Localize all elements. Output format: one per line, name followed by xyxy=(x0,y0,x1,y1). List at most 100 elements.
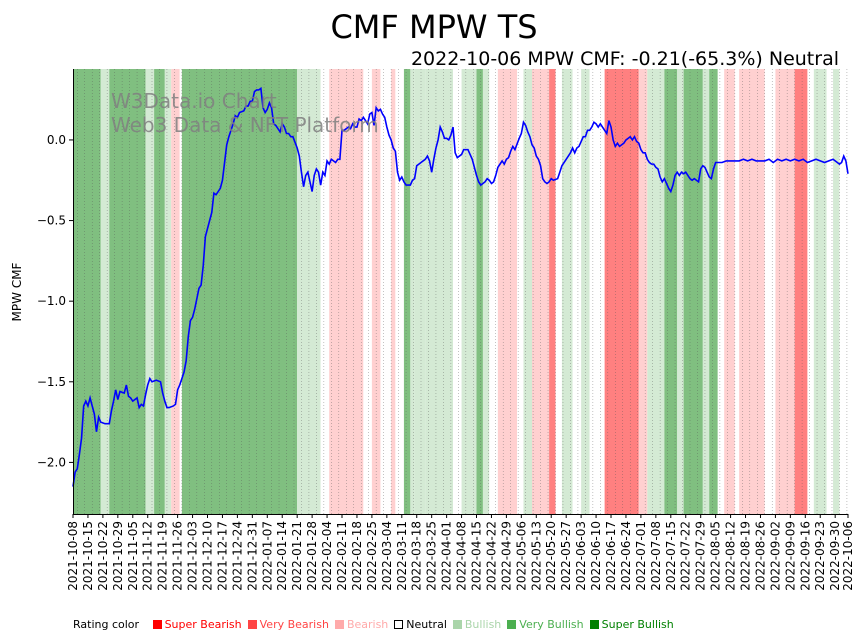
legend-title: Rating color xyxy=(73,618,140,631)
rating-band-neutral xyxy=(320,69,330,514)
legend-label: Bearish xyxy=(346,618,389,631)
series-line xyxy=(72,86,849,487)
legend-swatch xyxy=(589,620,599,629)
rating-band-neutral xyxy=(764,69,776,514)
x-tick-label: 2021-12-03 xyxy=(186,521,200,591)
x-tick-label: 2022-08-26 xyxy=(753,521,767,591)
x-tick-label: 2022-05-20 xyxy=(544,521,558,591)
x-tick-label: 2022-03-11 xyxy=(395,521,409,591)
x-tick-label: 2021-12-17 xyxy=(215,521,229,591)
x-tick-label: 2022-06-10 xyxy=(589,521,603,591)
chart-subtitle: 2022-10-06 MPW CMF: -0.21(-65.3%) Neutra… xyxy=(411,48,839,70)
x-tick-label: 2022-04-15 xyxy=(470,521,484,591)
x-tick-label: 2021-12-10 xyxy=(201,521,215,591)
rating-band-bullish xyxy=(561,69,573,514)
legend-item-very-bearish: Very Bearish xyxy=(247,618,329,631)
legend-swatch xyxy=(334,620,344,629)
rating-band-bearish xyxy=(497,69,518,514)
rating-band-bullish xyxy=(461,69,477,514)
legend-swatch xyxy=(452,620,462,629)
rating-band-bullish xyxy=(414,69,426,514)
rating-band-very-bullish xyxy=(73,69,101,514)
rating-band-neutral xyxy=(734,69,740,514)
rating-band-neutral xyxy=(453,69,462,514)
x-tick-label: 2022-02-25 xyxy=(365,521,379,591)
rating-band-very-bullish xyxy=(683,69,703,514)
rating-band-very-bullish xyxy=(181,69,298,514)
watermark-line: Web3 Data & NFT Platform xyxy=(111,113,379,137)
legend-item-neutral: Neutral xyxy=(394,618,447,631)
x-tick-label: 2021-10-08 xyxy=(66,521,80,591)
x-tick-label: 2022-07-29 xyxy=(694,521,708,591)
legend-label: Super Bullish xyxy=(601,618,674,631)
x-tick-label: 2022-10-06 xyxy=(841,521,855,591)
x-tick-label: 2022-01-21 xyxy=(290,521,304,591)
x-tick-label: 2021-10-15 xyxy=(81,521,95,591)
x-tick-label: 2021-10-22 xyxy=(96,521,110,591)
legend-label: Neutral xyxy=(406,618,447,631)
x-tick-label: 2022-01-28 xyxy=(305,521,319,591)
x-tick-label: 2022-01-14 xyxy=(275,521,289,591)
rating-band-very-bullish xyxy=(709,69,718,514)
vertical-gridlines xyxy=(77,69,848,514)
legend-label: Very Bearish xyxy=(259,618,329,631)
x-tick-label: 2022-09-02 xyxy=(768,521,782,591)
legend-swatch xyxy=(152,620,162,629)
x-tick-label: 2022-05-13 xyxy=(529,521,543,591)
legend-label: Super Bearish xyxy=(164,618,242,631)
x-tick-label: 2022-05-27 xyxy=(559,521,573,591)
rating-band-neutral xyxy=(179,69,182,514)
rating-legend: Rating color Super Bearish Very Bearish Be… xyxy=(73,618,680,631)
rating-band-very-bearish xyxy=(794,69,808,514)
x-tick-label: 2022-03-18 xyxy=(410,521,424,591)
x-tick-label: 2022-05-06 xyxy=(514,521,528,591)
x-tick-label: 2021-10-29 xyxy=(111,521,125,591)
x-tick-label: 2022-08-19 xyxy=(739,521,753,591)
x-tick-label: 2022-04-08 xyxy=(455,521,469,591)
y-axis: −2.0 −1.5 −1.0 −0.5 0.0 xyxy=(37,133,73,469)
x-tick-label: 2022-08-05 xyxy=(709,521,723,591)
y-tick-label: −2.0 xyxy=(37,455,66,469)
rating-band-bullish xyxy=(100,69,110,514)
x-tick-label: 2022-06-03 xyxy=(574,521,588,591)
legend-swatch xyxy=(247,620,257,629)
x-tick-label: 2022-02-11 xyxy=(335,521,349,591)
x-tick-label: 2022-02-04 xyxy=(320,521,334,591)
legend-item-super-bearish: Super Bearish xyxy=(152,618,242,631)
rating-band-neutral xyxy=(589,69,605,514)
rating-band-bearish xyxy=(739,69,765,514)
rating-band-neutral xyxy=(839,69,848,514)
x-tick-label: 2021-11-12 xyxy=(141,521,155,591)
rating-band-very-bullish xyxy=(403,69,411,514)
x-tick-label: 2022-06-17 xyxy=(604,521,618,591)
rating-band-neutral xyxy=(555,69,562,514)
x-tick-label: 2022-02-18 xyxy=(350,521,364,591)
rating-band-neutral xyxy=(826,69,834,514)
x-tick-label: 2021-12-24 xyxy=(230,521,244,591)
legend-label: Very Bullish xyxy=(519,618,584,631)
rating-band-bullish xyxy=(647,69,665,514)
x-tick-label: 2022-03-04 xyxy=(380,521,394,591)
x-tick-label: 2021-12-31 xyxy=(245,521,259,591)
rating-band-neutral xyxy=(363,69,372,514)
rating-band-neutral xyxy=(807,69,814,514)
rating-band-bearish xyxy=(724,69,735,514)
watermark-line: W3Data.io Chart xyxy=(111,89,277,113)
y-tick-label: −1.5 xyxy=(37,375,66,389)
legend-items: Super Bearish Very Bearish Bearish Neutral B… xyxy=(152,618,680,631)
legend-swatch xyxy=(507,620,517,629)
legend-item-very-bullish: Very Bullish xyxy=(507,618,584,631)
x-tick-label: 2022-06-24 xyxy=(619,521,633,591)
rating-band-very-bearish xyxy=(604,69,639,514)
legend-item-bearish: Bearish xyxy=(334,618,389,631)
rating-band-neutral xyxy=(395,69,404,514)
legend-label: Bullish xyxy=(464,618,502,631)
x-tick-label: 2022-01-07 xyxy=(260,521,274,591)
rating-band-bullish xyxy=(833,69,840,514)
rating-band-very-bullish xyxy=(476,69,483,514)
x-tick-label: 2022-04-22 xyxy=(484,521,498,591)
y-tick-label: −1.0 xyxy=(37,294,66,308)
rating-band-neutral xyxy=(489,69,498,514)
rating-band-bullish xyxy=(425,69,454,514)
